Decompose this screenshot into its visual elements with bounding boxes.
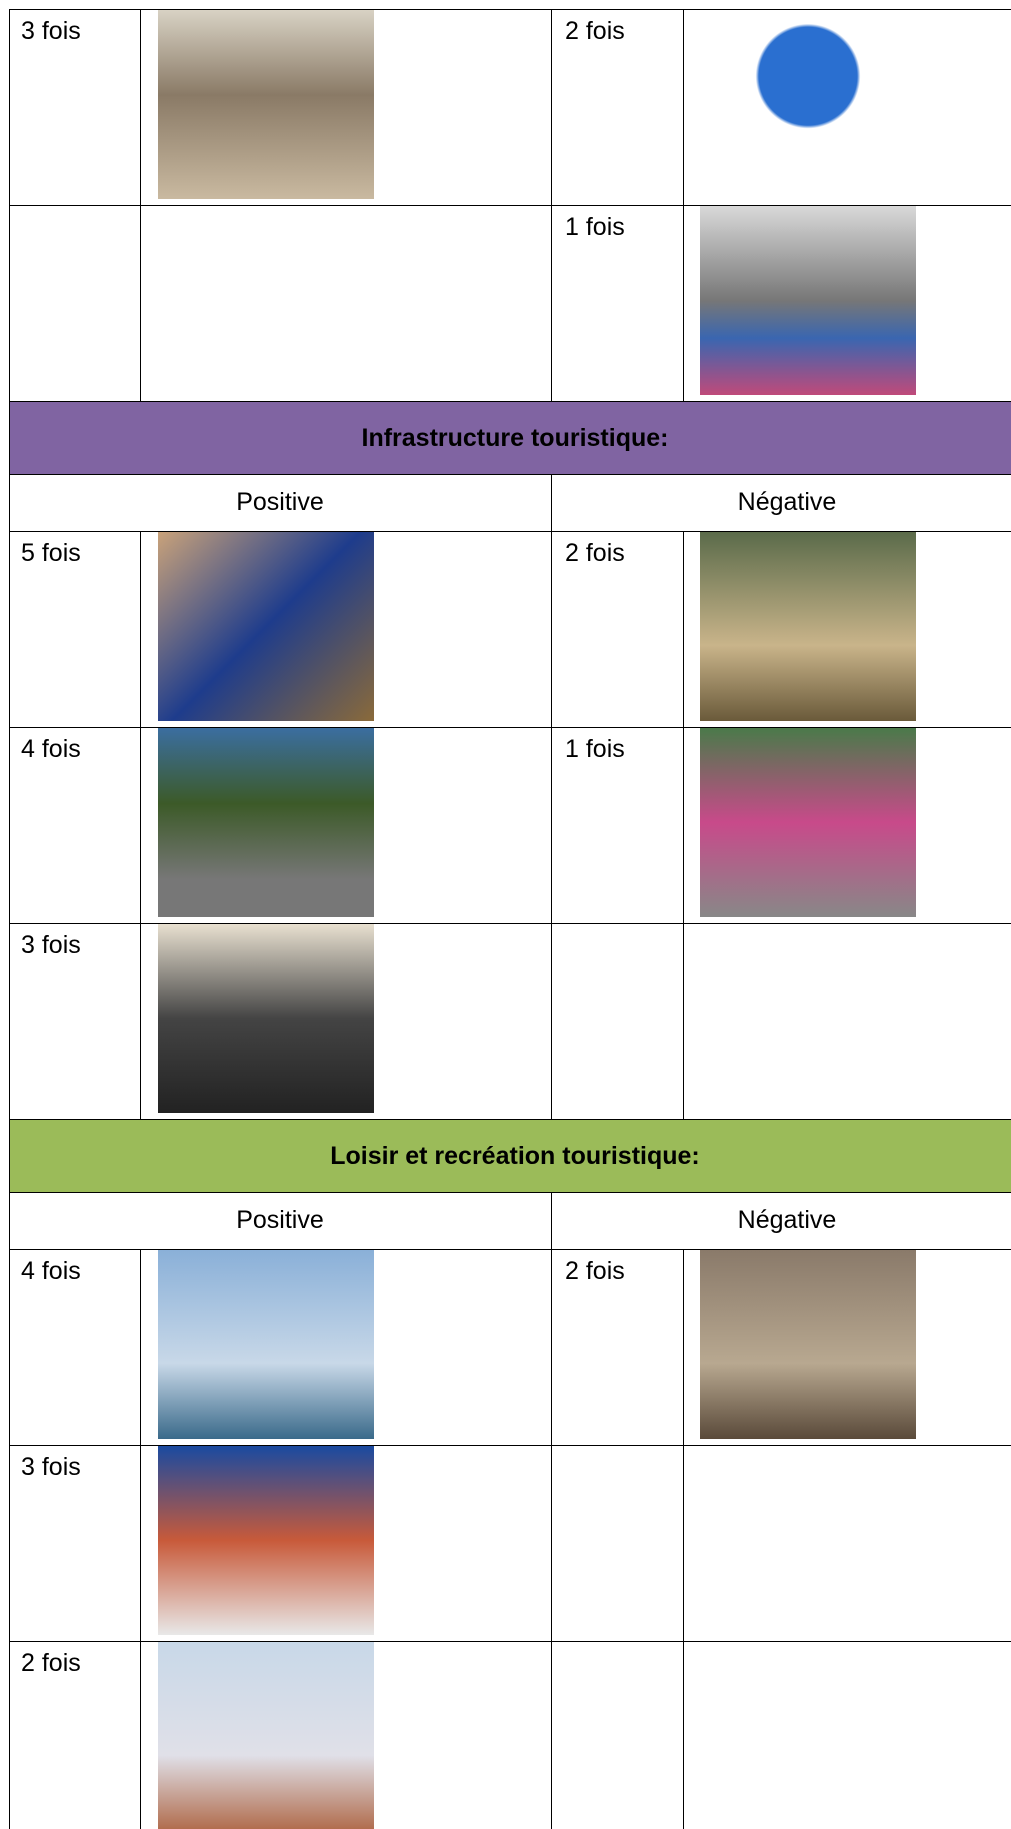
count-text: 5 fois [21,539,81,567]
count-text: 1 fois [565,735,625,763]
table-cell [140,923,551,1119]
column-header: Négative [737,1206,837,1234]
table-cell [9,1445,140,1641]
table-cell [140,531,551,727]
photo [158,532,374,721]
table-cell [683,1249,1011,1445]
count-text: 3 fois [21,17,81,45]
photo [158,1446,374,1635]
table-cell [683,531,1011,727]
table-cell [683,205,1011,401]
table-cell [683,727,1011,923]
column-header: Négative [737,488,837,516]
count-text: 4 fois [21,735,81,763]
table-cell [9,727,140,923]
table-cell [683,1641,1011,1829]
table-cell [140,1641,551,1829]
table-cell [551,9,683,205]
photo [700,206,916,395]
photo [158,1250,374,1439]
table-cell [9,9,140,205]
column-header: Positive [236,488,324,516]
photo [158,10,374,199]
table-cell [551,474,1011,531]
table-cell [551,205,683,401]
count-text: 1 fois [565,213,625,241]
table-cell [140,1249,551,1445]
photo [700,1250,916,1439]
table-cell [683,923,1011,1119]
photo [700,728,916,917]
photo [158,728,374,917]
table-cell [140,1445,551,1641]
table-cell [9,923,140,1119]
table-cell [683,9,1011,205]
table-cell [9,205,140,401]
table-cell [140,205,551,401]
table-cell [9,1192,551,1249]
table-cell [551,923,683,1119]
table-cell [140,727,551,923]
table-cell [551,1249,683,1445]
table-cell [140,9,551,205]
column-header: Positive [236,1206,324,1234]
count-text: 2 fois [565,1257,625,1285]
count-text: 4 fois [21,1257,81,1285]
count-text: 3 fois [21,931,81,959]
table-cell [551,531,683,727]
table-cell [551,1445,683,1641]
photo [700,10,916,199]
section-title: Infrastructure touristique: [9,401,1011,474]
table-cell [9,531,140,727]
count-text: 2 fois [565,17,625,45]
table-cell [9,1641,140,1829]
table-cell [551,1192,1011,1249]
table-cell [551,727,683,923]
section-title: Loisir et recréation touristique: [9,1119,1011,1192]
table-cell [683,1445,1011,1641]
photo [158,1642,374,1829]
photo [158,924,374,1113]
count-text: 3 fois [21,1453,81,1481]
count-text: 2 fois [21,1649,81,1677]
table-cell [9,1249,140,1445]
table-cell [551,1641,683,1829]
count-text: 2 fois [565,539,625,567]
photo [700,532,916,721]
table-cell [9,474,551,531]
